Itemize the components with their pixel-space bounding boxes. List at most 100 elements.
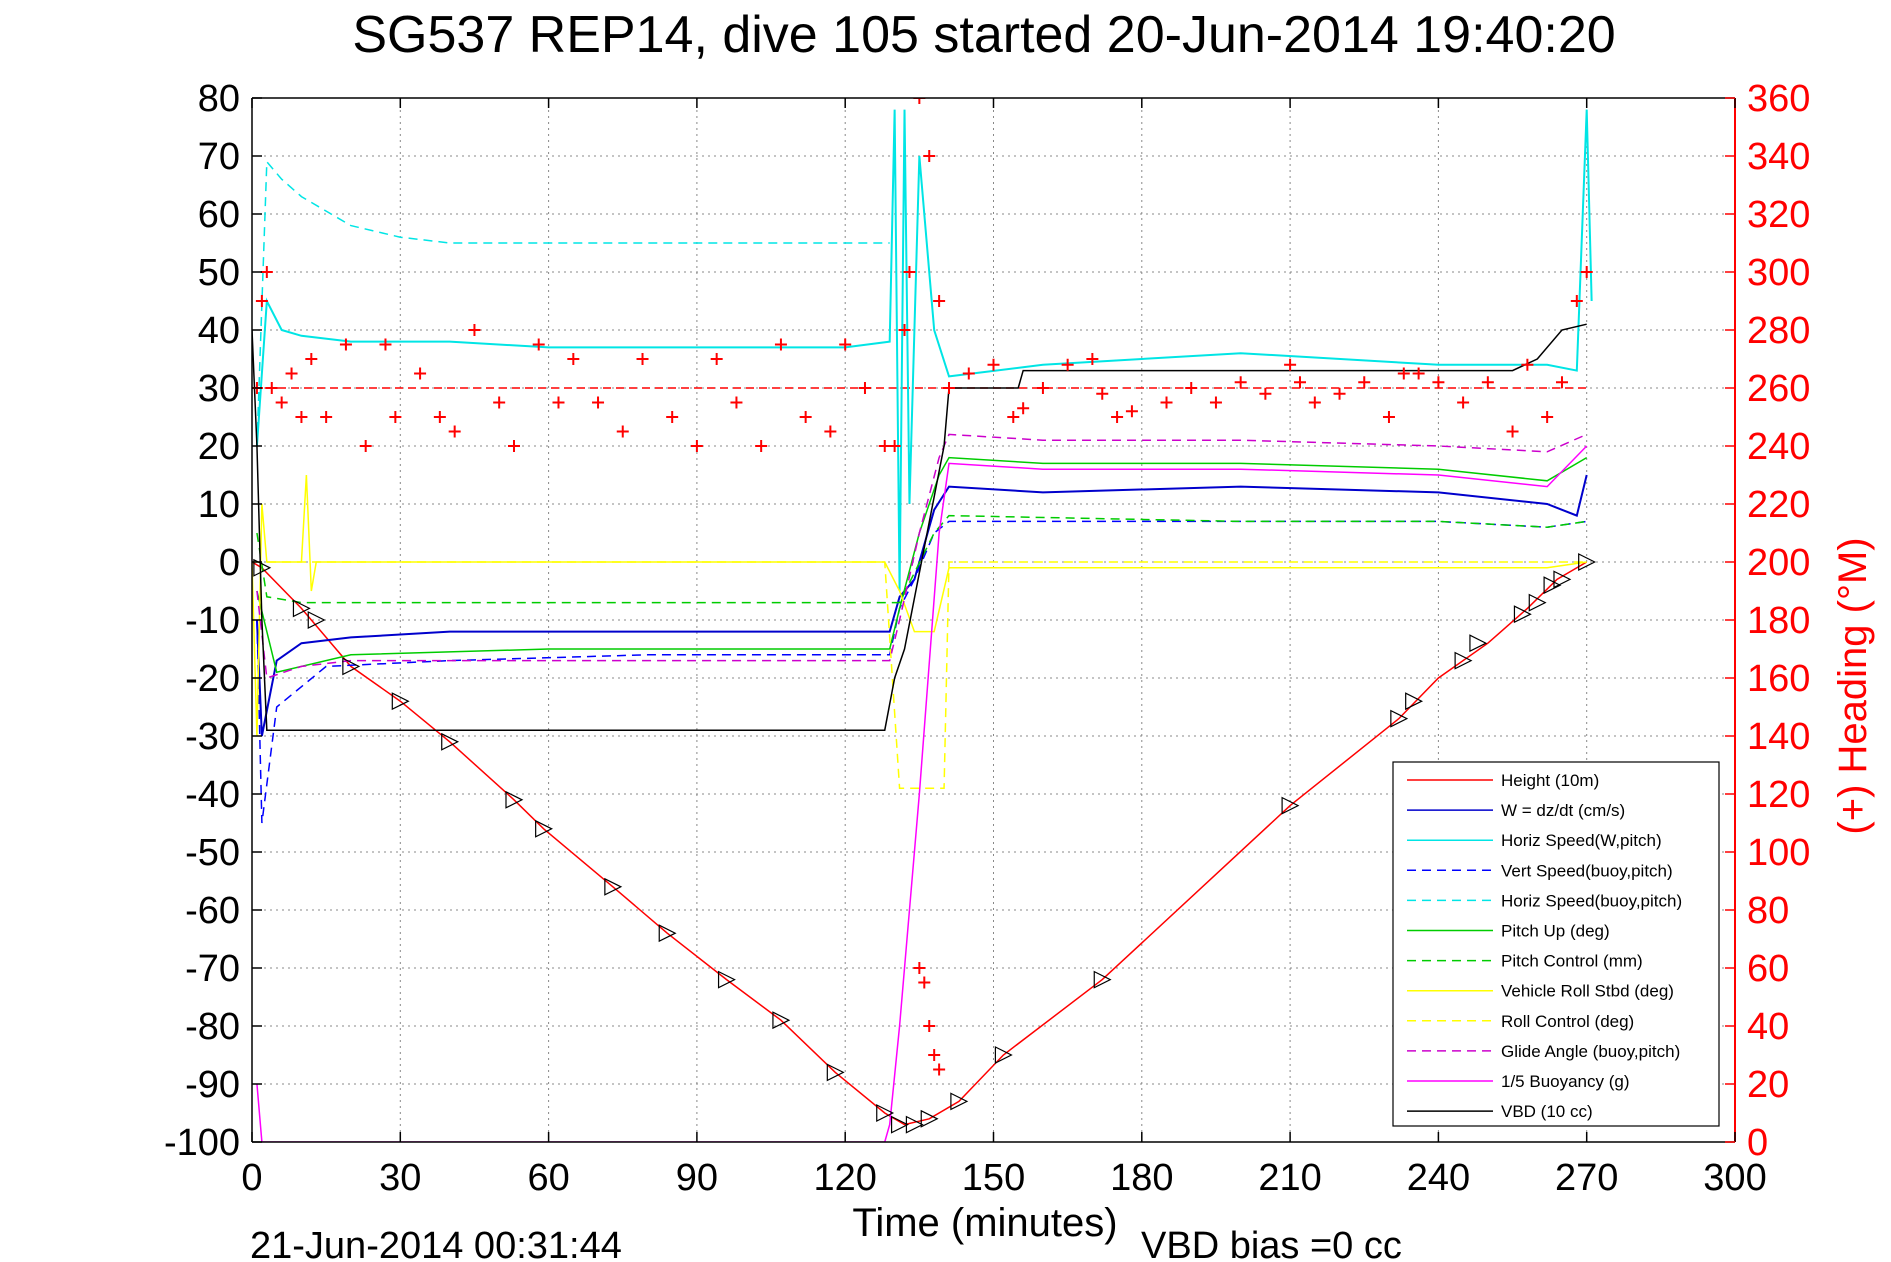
y-tick-label: 0 — [219, 542, 240, 584]
y-tick-label: -30 — [185, 716, 240, 758]
heading-point — [962, 367, 975, 380]
legend-entry: Horiz Speed(buoy,pitch) — [1501, 891, 1682, 910]
heading-point — [507, 440, 520, 452]
heading-point — [1358, 376, 1371, 389]
series-line-0 — [252, 561, 1588, 1126]
x-tick-label: 0 — [241, 1157, 262, 1199]
heading-point — [799, 411, 812, 423]
heading-point — [1412, 367, 1425, 380]
legend-entry: Horiz Speed(W,pitch) — [1501, 831, 1662, 850]
heading-point — [1259, 387, 1272, 400]
y2-tick-label: 20 — [1747, 1064, 1789, 1106]
series-line-9 — [256, 433, 1588, 680]
heading-point — [933, 1063, 946, 1076]
depth-marker — [292, 599, 311, 618]
heading-point — [730, 396, 743, 409]
x-tick-label: 240 — [1407, 1157, 1470, 1199]
heading-point — [1234, 376, 1247, 389]
heading-point — [913, 98, 926, 104]
series-line-8 — [252, 561, 1587, 789]
y2-tick-label: 200 — [1747, 542, 1810, 584]
heading-point — [1580, 266, 1593, 278]
depth-marker — [342, 657, 361, 676]
depth-marker — [1578, 553, 1597, 571]
x-tick-label: 120 — [813, 1157, 876, 1199]
chart-title: SG537 REP14, dive 105 started 20-Jun-201… — [352, 6, 1615, 64]
depth-marker — [1513, 605, 1532, 624]
heading-point — [1007, 411, 1020, 423]
heading-point — [1185, 382, 1198, 394]
y2-tick-label: 300 — [1747, 252, 1810, 294]
heading-point — [1308, 396, 1321, 409]
y2-tick-label: 320 — [1747, 194, 1810, 236]
legend-entry: 1/5 Buoyancy (g) — [1501, 1072, 1630, 1091]
series-line-4 — [256, 159, 890, 447]
y2-tick-label: 160 — [1747, 658, 1810, 700]
x-axis-label: Time (minutes) — [852, 1201, 1117, 1245]
heading-point — [1397, 367, 1410, 380]
y2-tick-label: 80 — [1747, 890, 1789, 932]
heading-point — [285, 367, 298, 380]
heading-point — [636, 353, 649, 365]
heading-point — [1541, 411, 1554, 423]
depth-marker — [890, 1115, 909, 1134]
legend-entry: Pitch Up (deg) — [1501, 922, 1610, 941]
depth-marker — [876, 1104, 895, 1122]
legend-entry: W = dz/dt (cm/s) — [1501, 801, 1625, 820]
y2-tick-label: 40 — [1747, 1006, 1789, 1048]
depth-marker — [1281, 796, 1300, 815]
x-tick-label: 180 — [1110, 1157, 1173, 1199]
heading-point — [1555, 376, 1568, 389]
depth-marker — [505, 790, 524, 809]
x-tick-label: 30 — [379, 1157, 421, 1199]
x-tick-label: 270 — [1555, 1157, 1618, 1199]
heading-point — [339, 338, 352, 351]
depth-marker — [658, 924, 677, 943]
heading-point — [1432, 376, 1445, 389]
legend-entry: Glide Angle (buoy,pitch) — [1501, 1042, 1680, 1061]
heading-point — [1570, 295, 1583, 307]
legend-entry: Vert Speed(buoy,pitch) — [1501, 861, 1673, 880]
footer-vbd-bias: VBD bias =0 cc — [1141, 1225, 1402, 1262]
heading-point — [552, 396, 565, 409]
heading-point — [903, 266, 916, 278]
y2-axis-label: (+) Heading (°M) — [1831, 537, 1875, 834]
legend-entry: Vehicle Roll Stbd (deg) — [1501, 982, 1674, 1001]
depth-marker — [994, 1046, 1013, 1064]
y-tick-label: -100 — [164, 1122, 240, 1164]
series-line-10 — [256, 445, 1588, 1142]
y-tick-label: -10 — [185, 600, 240, 642]
y-tick-label: 10 — [198, 484, 240, 526]
depth-marker — [1469, 634, 1488, 653]
heading-point — [923, 150, 936, 162]
depth-marker — [1390, 709, 1409, 728]
heading-point — [928, 1049, 941, 1061]
depth-marker — [920, 1109, 939, 1128]
y2-tick-label: 220 — [1747, 484, 1810, 526]
grid-lines — [252, 98, 1735, 1142]
heading-point — [710, 353, 723, 365]
y-tick-label: 40 — [198, 310, 240, 352]
depth-marker — [950, 1092, 969, 1111]
heading-point — [448, 425, 461, 438]
heading-point — [616, 425, 629, 438]
depth-marker — [1528, 593, 1547, 612]
heading-point — [918, 976, 931, 989]
heading-point — [1209, 396, 1222, 409]
x-tick-label: 210 — [1258, 1157, 1321, 1199]
heading-point — [414, 367, 427, 380]
legend-box — [1392, 761, 1720, 1127]
depth-marker — [826, 1063, 845, 1082]
depth-marker — [905, 1115, 924, 1134]
depth-marker — [441, 732, 460, 751]
y2-tick-label: 340 — [1747, 136, 1810, 178]
heading-point — [923, 1020, 936, 1032]
y-tick-label: 60 — [198, 194, 240, 236]
depth-marker — [1553, 570, 1572, 589]
heading-point — [858, 382, 871, 394]
heading-point — [592, 396, 605, 409]
heading-point — [433, 411, 446, 423]
heading-point — [493, 396, 506, 409]
heading-point — [567, 353, 580, 365]
x-tick-label: 90 — [676, 1157, 718, 1199]
